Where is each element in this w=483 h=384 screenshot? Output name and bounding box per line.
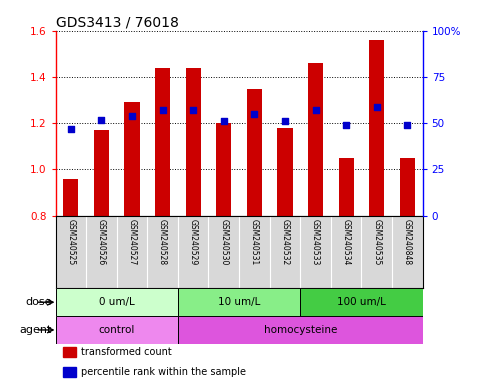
- Text: transformed count: transformed count: [81, 347, 172, 357]
- Point: [373, 103, 381, 109]
- Bar: [178, 316, 423, 344]
- Point: [159, 107, 167, 113]
- Text: 100 um/L: 100 um/L: [337, 297, 386, 307]
- Point: [403, 122, 411, 128]
- Text: GSM240527: GSM240527: [128, 219, 137, 266]
- Text: homocysteine: homocysteine: [264, 325, 337, 335]
- Bar: [216, 123, 231, 216]
- Bar: [178, 288, 300, 316]
- Text: 10 um/L: 10 um/L: [218, 297, 260, 307]
- Text: agent: agent: [19, 325, 52, 335]
- Text: GSM240530: GSM240530: [219, 219, 228, 266]
- Point: [67, 126, 75, 132]
- Bar: [369, 40, 384, 216]
- Text: GSM240526: GSM240526: [97, 219, 106, 266]
- Bar: [308, 63, 323, 216]
- Bar: [300, 288, 423, 316]
- Point: [251, 111, 258, 117]
- Text: GSM240535: GSM240535: [372, 219, 381, 266]
- Bar: [185, 68, 201, 216]
- Point: [128, 113, 136, 119]
- Text: GSM240528: GSM240528: [158, 219, 167, 265]
- Bar: [94, 130, 109, 216]
- Bar: [277, 128, 293, 216]
- Bar: [63, 347, 76, 357]
- Text: dose: dose: [26, 297, 52, 307]
- Point: [220, 118, 227, 124]
- Bar: [56, 288, 178, 316]
- Text: GDS3413 / 76018: GDS3413 / 76018: [56, 16, 178, 30]
- Point: [342, 122, 350, 128]
- Text: control: control: [99, 325, 135, 335]
- Text: percentile rank within the sample: percentile rank within the sample: [81, 367, 246, 377]
- Point: [189, 107, 197, 113]
- Bar: [63, 367, 76, 377]
- Text: GSM240532: GSM240532: [281, 219, 289, 266]
- Text: GSM240529: GSM240529: [189, 219, 198, 266]
- Text: 0 um/L: 0 um/L: [99, 297, 135, 307]
- Text: GSM240525: GSM240525: [66, 219, 75, 266]
- Text: GSM240534: GSM240534: [341, 219, 351, 266]
- Bar: [63, 179, 78, 216]
- Point: [281, 118, 289, 124]
- Bar: [339, 158, 354, 216]
- Point: [312, 107, 319, 113]
- Text: GSM240531: GSM240531: [250, 219, 259, 266]
- Bar: [125, 103, 140, 216]
- Bar: [155, 68, 170, 216]
- Text: GSM240533: GSM240533: [311, 219, 320, 266]
- Bar: [247, 89, 262, 216]
- Bar: [56, 316, 178, 344]
- Text: GSM240848: GSM240848: [403, 219, 412, 265]
- Point: [98, 116, 105, 122]
- Bar: [400, 158, 415, 216]
